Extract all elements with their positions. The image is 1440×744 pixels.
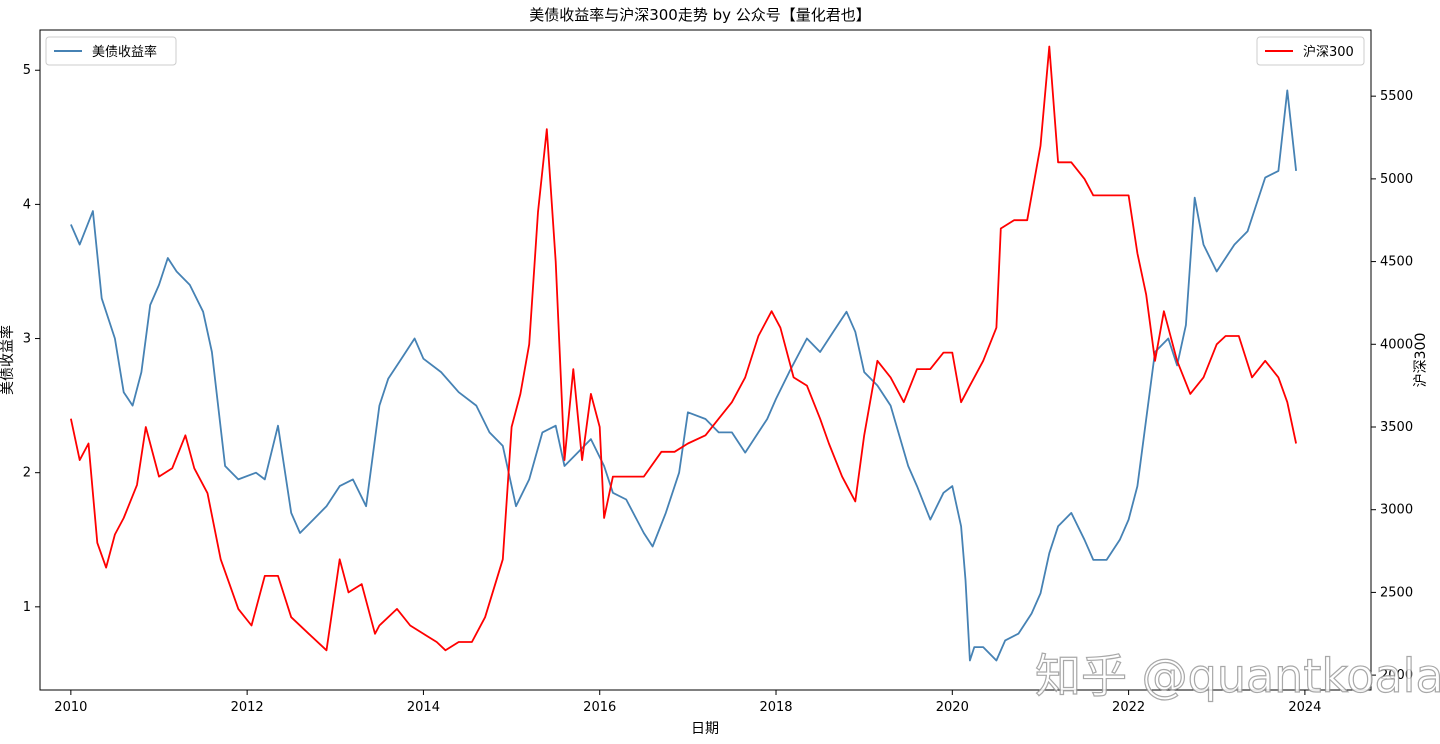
x-tick-label: 2022 [1112,700,1145,715]
y-left-tick-label: 5 [23,63,31,78]
y-left-tick-label: 2 [23,466,31,481]
y-left-tick-label: 1 [23,600,31,615]
watermark: 知乎 @quantkoala [1035,649,1440,703]
x-tick-label: 2020 [936,700,969,715]
x-tick-label: 2014 [407,700,440,715]
series-line-0 [70,89,1297,662]
series-layer [70,45,1297,662]
legend-right-box [1256,36,1365,66]
y-right-tick-label: 3500 [1380,420,1413,435]
x-tick-label: 2012 [231,700,264,715]
y-axis-right-label: 沪深300 [1413,333,1429,388]
x-axis-label: 日期 [691,721,719,737]
y-axis-right: 2000 2500 3000 3500 4000 4500 5000 5500 [1371,89,1413,683]
series-line-1 [70,45,1297,652]
x-tick-label: 2016 [583,700,616,715]
y-left-tick-label: 3 [23,332,31,347]
x-tick-label: 2018 [759,700,792,715]
legend-left-label: 美债收益率 [92,44,157,60]
legend-right-label: 沪深300 [1303,44,1354,60]
legend-right: 沪深300 [1256,36,1365,66]
y-axis-left: 1 2 3 4 5 [23,63,40,615]
y-right-tick-label: 2000 [1380,668,1413,683]
legend-left: 美债收益率 [45,36,177,66]
y-right-tick-label: 5500 [1380,89,1413,104]
y-right-tick-label: 4500 [1380,255,1413,270]
plot-frame [39,29,1372,691]
y-right-tick-label: 5000 [1380,172,1413,187]
y-right-tick-label: 4000 [1380,337,1413,352]
y-right-tick-label: 2500 [1380,585,1413,600]
x-axis: 2010 2012 2014 2016 2018 2020 2022 2024 [54,690,1321,715]
y-left-tick-label: 4 [23,197,31,212]
legend-left-box [45,36,177,66]
y-right-tick-label: 3000 [1380,503,1413,518]
x-tick-label: 2010 [54,700,87,715]
x-tick-label: 2024 [1288,700,1321,715]
y-axis-left-label: 美债收益率 [0,325,16,395]
chart-title: 美债收益率与沪深300走势 by 公众号【量化君也】 [529,6,871,24]
